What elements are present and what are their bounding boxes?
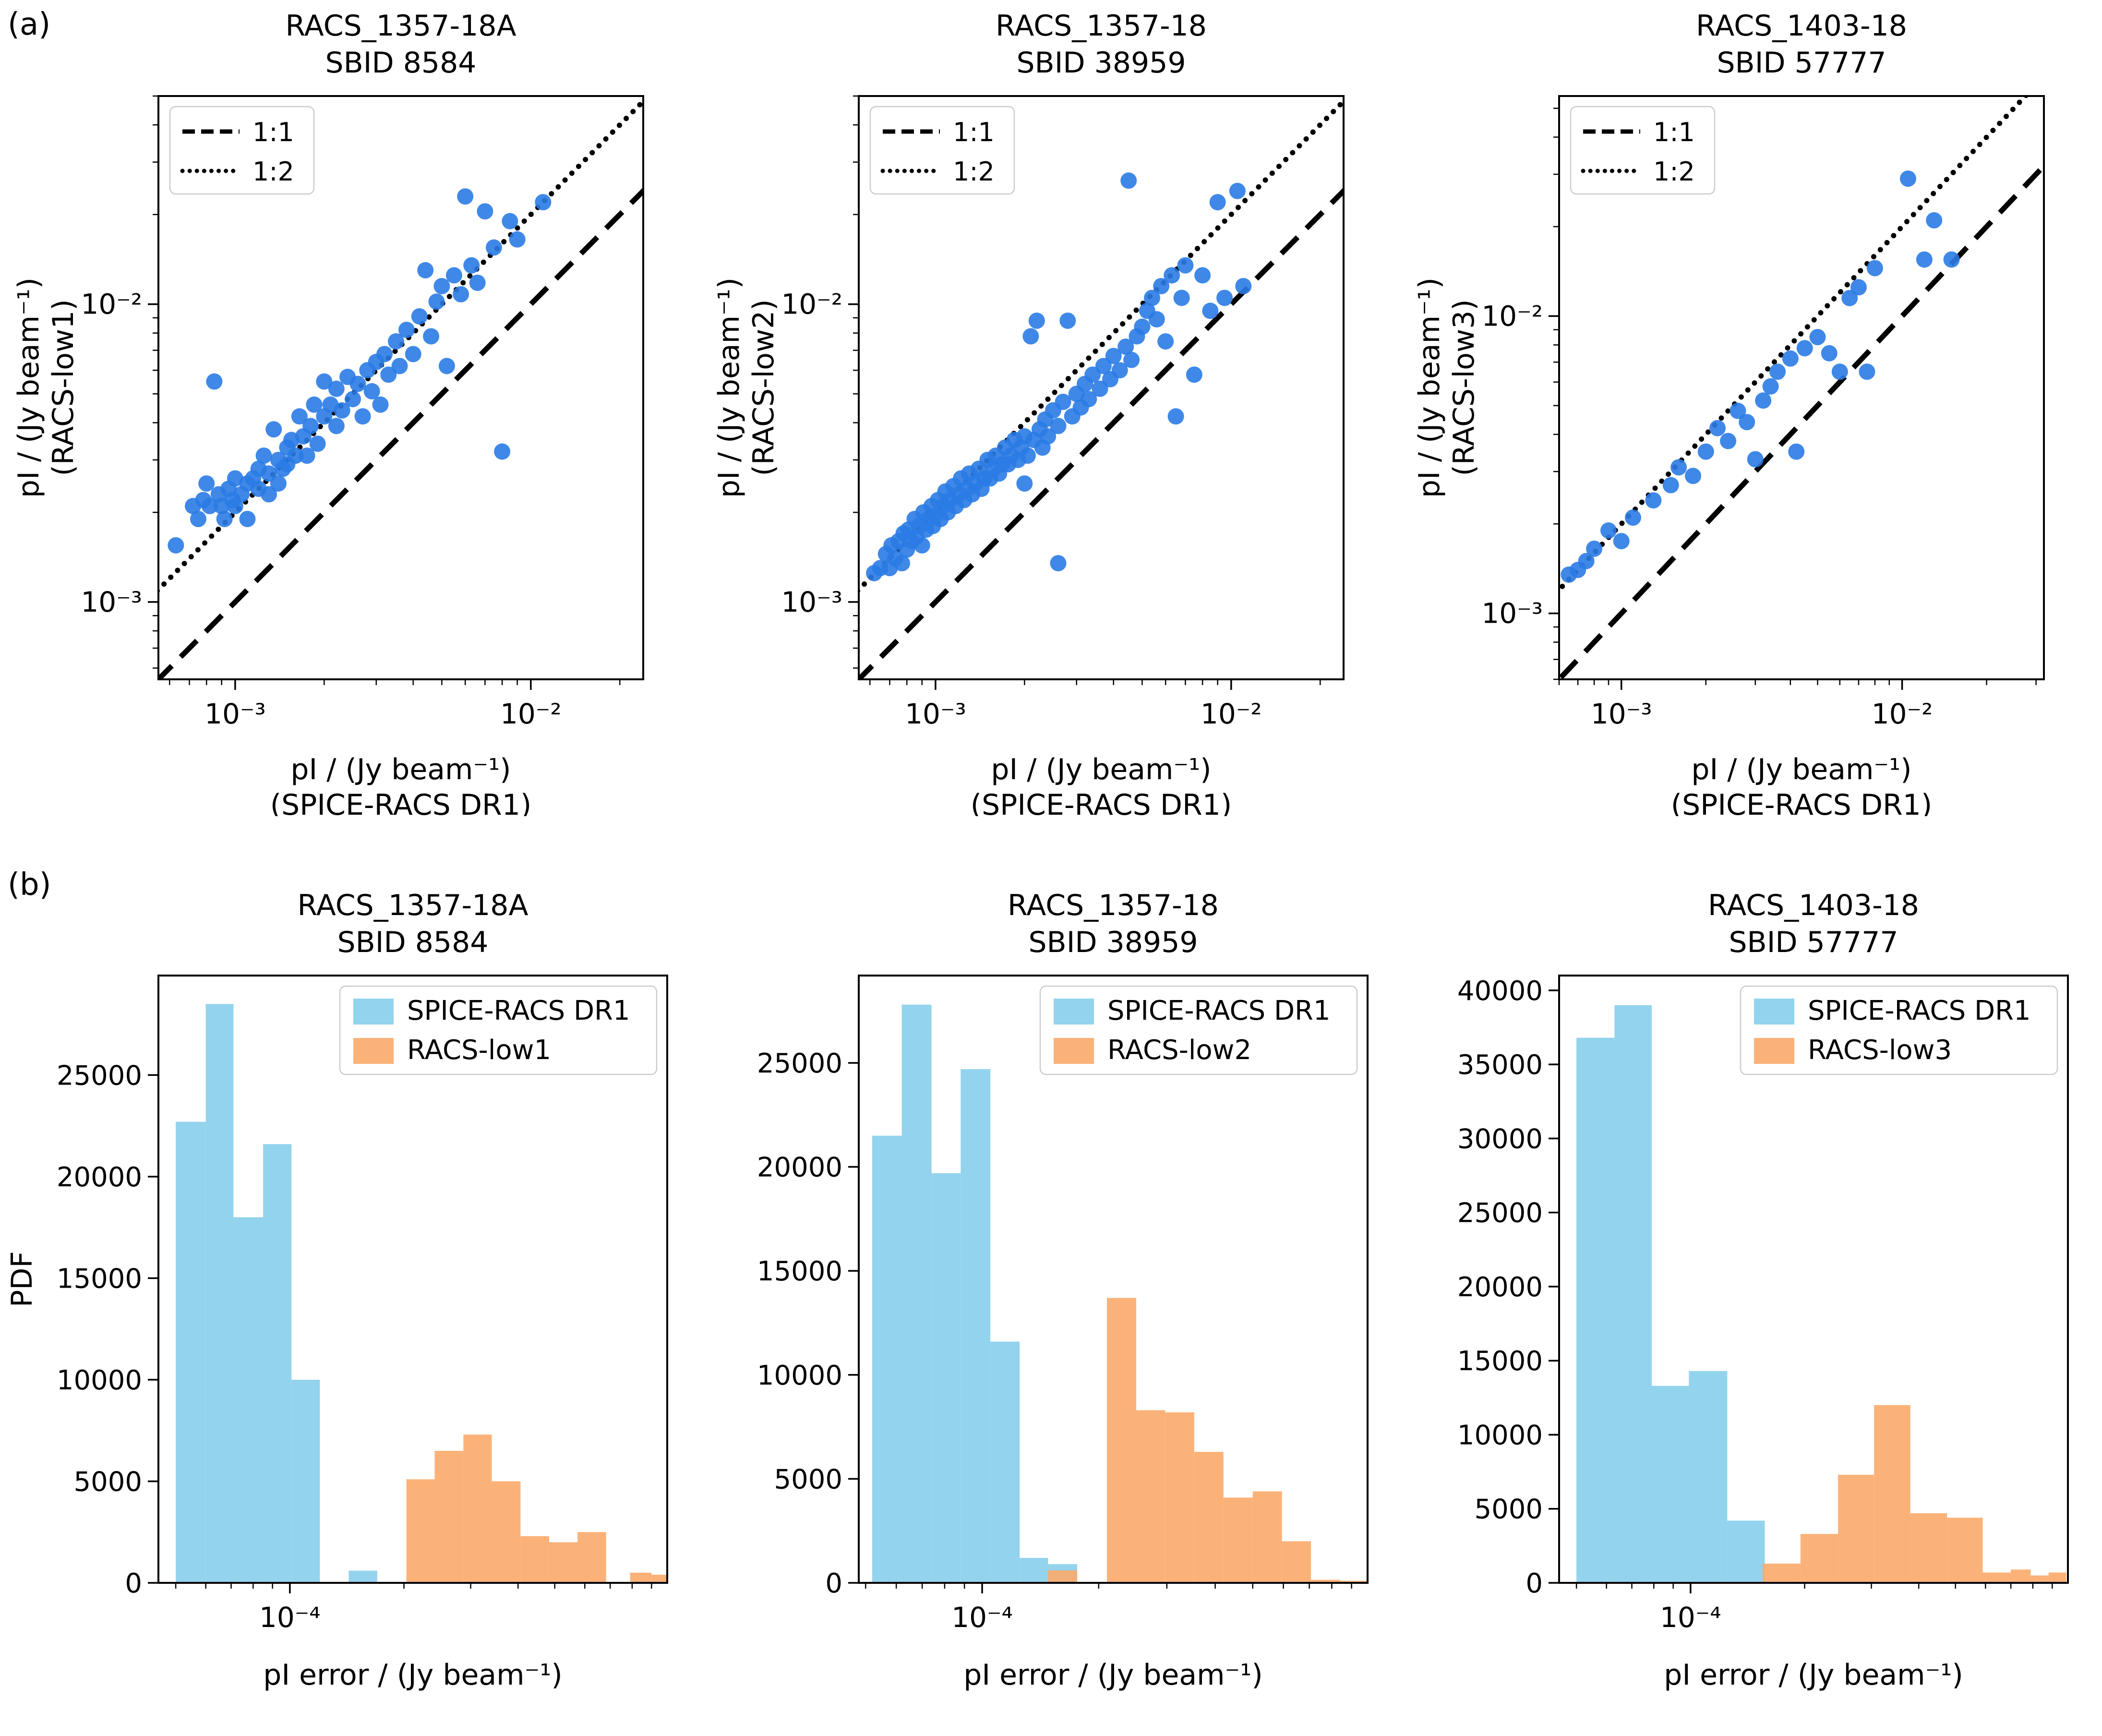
chart-title-line1: RACS_1357-18 <box>1008 889 1219 922</box>
svg-text:30000: 30000 <box>1457 1123 1543 1155</box>
svg-text:25000: 25000 <box>57 1060 142 1091</box>
svg-text:5000: 5000 <box>1474 1494 1543 1525</box>
hist-chart-racs-low1: 10⁻⁴ 0 5000 10000 15000 20000 25000 SPICE-RACS … <box>0 961 700 1710</box>
svg-text:20000: 20000 <box>57 1161 142 1193</box>
svg-text:10⁻⁴: 10⁻⁴ <box>259 1601 321 1634</box>
svg-text:SPICE-RACS DR1: SPICE-RACS DR1 <box>1808 995 2031 1026</box>
chart-title: RACS_1403-18 SBID 57777 <box>1559 887 2068 961</box>
svg-text:0: 0 <box>825 1568 842 1599</box>
svg-text:10000: 10000 <box>57 1365 142 1396</box>
svg-text:(SPICE-RACS DR1): (SPICE-RACS DR1) <box>971 788 1232 816</box>
svg-text:SPICE-RACS DR1: SPICE-RACS DR1 <box>407 995 630 1026</box>
chart-title: RACS_1357-18A SBID 8584 <box>158 887 667 961</box>
svg-text:10⁻³: 10⁻³ <box>1591 698 1652 730</box>
svg-text:10⁻³: 10⁻³ <box>905 698 966 730</box>
svg-text:20000: 20000 <box>1457 1272 1543 1303</box>
svg-text:25000: 25000 <box>757 1048 842 1079</box>
chart-title-line1: RACS_1403-18 <box>1696 9 1907 43</box>
svg-text:10⁻³: 10⁻³ <box>781 586 842 618</box>
svg-text:5000: 5000 <box>774 1464 842 1495</box>
svg-text:pI / (Jy beam⁻¹): pI / (Jy beam⁻¹) <box>1413 277 1446 498</box>
chart-title: RACS_1357-18 SBID 38959 <box>859 8 1344 82</box>
chart-title: RACS_1357-18 SBID 38959 <box>859 887 1368 961</box>
hist-chart-racs-low3: 10⁻⁴ 0 5000 10000 15000 20000 25000 30000 35000 4… <box>1401 961 2101 1710</box>
scatter-chart-racs-low3: 10⁻³ 10⁻² 10⁻³ 10⁻² 1:1 1:2 pI / (Jy beam⁻¹) (S… <box>1401 82 2101 816</box>
svg-text:10⁻²: 10⁻² <box>781 288 842 320</box>
svg-text:10⁻²: 10⁻² <box>1201 698 1262 730</box>
chart-title-line1: RACS_1403-18 <box>1708 889 1919 922</box>
svg-text:pI error / (Jy beam⁻¹): pI error / (Jy beam⁻¹) <box>963 1658 1263 1692</box>
chart-title-line2: SBID 8584 <box>337 925 489 959</box>
chart-title-line2: SBID 38959 <box>1028 925 1198 959</box>
svg-text:15000: 15000 <box>57 1263 142 1294</box>
scatter-figure-racs-low3: RACS_1403-18 SBID 57777 10⁻³ 10⁻² 10⁻³ 10⁻²… <box>1401 8 2101 816</box>
chart-title-line2: SBID 38959 <box>1016 46 1186 80</box>
chart-title: RACS_1403-18 SBID 57777 <box>1559 8 2044 82</box>
svg-text:pI / (Jy beam⁻¹): pI / (Jy beam⁻¹) <box>991 753 1211 786</box>
svg-text:15000: 15000 <box>1457 1346 1543 1377</box>
svg-text:10000: 10000 <box>757 1360 842 1391</box>
svg-text:PDF: PDF <box>5 1251 39 1307</box>
svg-text:10⁻²: 10⁻² <box>1481 300 1543 332</box>
panel-label-a: (a) <box>8 7 51 42</box>
scatter-figure-racs-low2: RACS_1357-18 SBID 38959 10⁻³ 10⁻² 10⁻³ 10⁻²… <box>700 8 1401 816</box>
svg-text:10⁻³: 10⁻³ <box>1481 597 1543 629</box>
svg-text:10⁻²: 10⁻² <box>1872 698 1933 730</box>
svg-text:35000: 35000 <box>1457 1049 1543 1081</box>
svg-text:1:1: 1:1 <box>1653 117 1695 147</box>
hist-figure-racs-low2: RACS_1357-18 SBID 38959 10⁻⁴ 0 5000 10000 15… <box>700 887 1401 1710</box>
svg-text:10⁻⁴: 10⁻⁴ <box>951 1601 1013 1634</box>
svg-text:pI / (Jy beam⁻¹): pI / (Jy beam⁻¹) <box>12 277 46 498</box>
chart-title-line2: SBID 57777 <box>1729 925 1898 959</box>
svg-text:5000: 5000 <box>73 1466 142 1497</box>
chart-title-line1: RACS_1357-18A <box>297 889 529 922</box>
svg-text:0: 0 <box>1525 1568 1543 1599</box>
svg-text:25000: 25000 <box>1457 1197 1543 1229</box>
hist-figure-racs-low3: RACS_1403-18 SBID 57777 10⁻⁴ 0 5000 10000 15… <box>1401 887 2101 1710</box>
scatter-chart-racs-low2: 10⁻³ 10⁻² 10⁻³ 10⁻² 1:1 1:2 pI / (Jy beam⁻¹) (S… <box>700 82 1401 816</box>
scatter-row: RACS_1357-18A SBID 8584 10⁻³ 10⁻² 10⁻³ 10⁻²… <box>0 0 2102 816</box>
svg-text:SPICE-RACS DR1: SPICE-RACS DR1 <box>1107 995 1331 1026</box>
svg-text:1:1: 1:1 <box>953 117 995 147</box>
svg-text:(RACS-low2): (RACS-low2) <box>747 299 781 476</box>
svg-text:10⁻²: 10⁻² <box>81 288 142 320</box>
svg-text:1:2: 1:2 <box>953 157 995 187</box>
svg-text:10⁻²: 10⁻² <box>500 698 562 730</box>
svg-text:0: 0 <box>125 1568 142 1599</box>
svg-text:(RACS-low1): (RACS-low1) <box>47 299 80 476</box>
svg-text:RACS-low1: RACS-low1 <box>407 1035 551 1066</box>
svg-text:10⁻³: 10⁻³ <box>81 586 142 618</box>
chart-title-line1: RACS_1357-18 <box>996 9 1207 43</box>
svg-text:10000: 10000 <box>1457 1420 1543 1451</box>
svg-text:RACS-low3: RACS-low3 <box>1808 1035 1952 1066</box>
hist-figure-racs-low1: RACS_1357-18A SBID 8584 10⁻⁴ 0 5000 10000 15… <box>0 887 700 1710</box>
svg-text:10⁻³: 10⁻³ <box>204 698 266 730</box>
svg-text:15000: 15000 <box>757 1256 842 1287</box>
svg-text:10⁻⁴: 10⁻⁴ <box>1660 1601 1721 1634</box>
panel-label-b: (b) <box>8 867 51 903</box>
svg-text:1:2: 1:2 <box>1653 157 1695 187</box>
chart-title: RACS_1357-18A SBID 8584 <box>158 8 643 82</box>
svg-text:pI error / (Jy beam⁻¹): pI error / (Jy beam⁻¹) <box>1664 1658 1963 1692</box>
svg-text:pI error / (Jy beam⁻¹): pI error / (Jy beam⁻¹) <box>263 1658 563 1692</box>
svg-text:40000: 40000 <box>1457 975 1543 1006</box>
svg-text:pI / (Jy beam⁻¹): pI / (Jy beam⁻¹) <box>290 753 511 786</box>
svg-text:1:1: 1:1 <box>252 117 294 147</box>
svg-text:pI / (Jy beam⁻¹): pI / (Jy beam⁻¹) <box>1691 753 1911 786</box>
svg-text:(SPICE-RACS DR1): (SPICE-RACS DR1) <box>270 788 532 816</box>
chart-title-line2: SBID 8584 <box>325 46 477 80</box>
scatter-figure-racs-low1: RACS_1357-18A SBID 8584 10⁻³ 10⁻² 10⁻³ 10⁻²… <box>0 8 700 816</box>
chart-title-line1: RACS_1357-18A <box>285 9 516 43</box>
svg-text:20000: 20000 <box>757 1152 842 1183</box>
svg-text:(SPICE-RACS DR1): (SPICE-RACS DR1) <box>1671 788 1933 816</box>
svg-text:RACS-low2: RACS-low2 <box>1107 1035 1251 1066</box>
svg-text:(RACS-low3): (RACS-low3) <box>1447 299 1481 476</box>
scatter-chart-racs-low1: 10⁻³ 10⁻² 10⁻³ 10⁻² 1:1 1:2 pI / (Jy beam⁻¹) (S… <box>0 82 700 816</box>
chart-title-line2: SBID 57777 <box>1717 46 1886 80</box>
svg-text:1:2: 1:2 <box>252 157 294 187</box>
svg-text:pI / (Jy beam⁻¹): pI / (Jy beam⁻¹) <box>712 277 746 498</box>
hist-chart-racs-low2: 10⁻⁴ 0 5000 10000 15000 20000 25000 SPICE-RACS … <box>700 961 1401 1710</box>
